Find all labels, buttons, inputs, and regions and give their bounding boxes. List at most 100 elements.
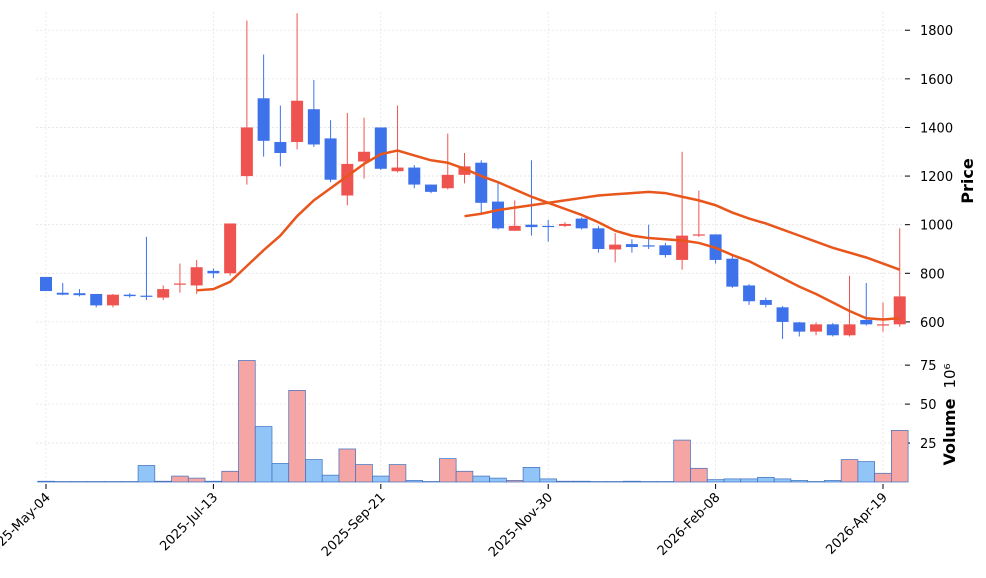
candle-body [291, 100, 304, 143]
volume-bar [874, 472, 892, 483]
candle-body [475, 162, 488, 203]
volume-bar [187, 477, 206, 483]
candle-body [341, 163, 354, 196]
candle-body [759, 300, 772, 305]
volume-bar [790, 480, 809, 483]
volume-bar [305, 459, 323, 483]
candle-body [810, 324, 823, 332]
x-tick-label: 2026-Apr-19 [823, 490, 890, 557]
volume-bar [506, 480, 524, 483]
candle-body [743, 285, 756, 302]
candle-body [190, 267, 203, 286]
y-tick-label: 25 [920, 437, 937, 452]
volume-bar [773, 478, 792, 483]
candle-body [157, 289, 170, 298]
candle-body [776, 307, 789, 322]
volume-bar [757, 476, 775, 483]
x-tick-label: 2025-Sep-21 [319, 490, 389, 560]
candle-body [257, 98, 270, 141]
candle-body [408, 167, 421, 185]
candle-body [860, 319, 873, 325]
volume-bar [171, 475, 189, 483]
volume-bar [372, 475, 390, 483]
candle-body [458, 166, 471, 175]
candle-body [391, 167, 404, 172]
candle-body [659, 245, 672, 256]
candle-body [508, 225, 521, 231]
candle-body [425, 184, 438, 192]
candle-body [240, 127, 253, 177]
volume-bar [472, 475, 490, 483]
y-tick-label: 600 [920, 316, 945, 331]
y-tick-label: 1000 [920, 219, 953, 234]
volume-bar [623, 480, 641, 483]
candle-body [90, 293, 103, 306]
candle-body [358, 151, 371, 162]
x-tick-label: 2025-Nov-30 [486, 490, 556, 560]
volume-bar [221, 470, 239, 483]
volume-bar [37, 480, 55, 483]
volume-bar [706, 479, 725, 483]
y-tick-label: 1400 [920, 121, 953, 136]
x-tick-label: 2025-Jul-13 [157, 490, 221, 554]
candle-body [274, 142, 287, 153]
candle-body [625, 244, 638, 248]
volume-bar [288, 390, 306, 483]
volume-exponent: 10⁶ [941, 363, 959, 388]
candle-body [558, 223, 571, 226]
candle-body [123, 294, 136, 297]
volume-bar [673, 439, 691, 483]
volume-bar [891, 430, 909, 483]
volume-bar [572, 480, 591, 483]
volume-bar [405, 480, 424, 483]
volume-bar [355, 464, 373, 483]
candle-body [224, 223, 237, 274]
candle-body [542, 225, 555, 228]
candle-body [877, 324, 889, 326]
x-tick-label: 2025-May-04 [0, 490, 54, 561]
y-tick-label: 75 [920, 359, 937, 374]
candle-body [575, 218, 588, 229]
candle-body [893, 296, 906, 325]
candle-body [40, 276, 52, 292]
moving-average-line [464, 190, 901, 271]
y-tick-label: 50 [920, 398, 937, 413]
candle-body [207, 270, 220, 274]
volume-bar [154, 480, 172, 483]
volume-bar [238, 360, 256, 483]
candle-body [56, 292, 69, 295]
volume-bar [489, 477, 507, 483]
volume-bar [840, 459, 859, 483]
candle-body [324, 138, 337, 180]
volume-bar [321, 474, 340, 483]
volume-bar [204, 480, 223, 483]
candle-body [140, 295, 153, 297]
candle-body [374, 127, 387, 169]
candle-body [692, 234, 705, 236]
candle-body [793, 322, 806, 332]
volume-bar [338, 448, 357, 483]
candle-body [726, 258, 739, 287]
volume-bar [539, 478, 557, 483]
candle-body [826, 324, 839, 336]
volume-bar [439, 458, 457, 483]
candle-body [491, 201, 504, 229]
x-tick-label: 2026-Feb-08 [655, 490, 724, 559]
volume-bar [254, 426, 273, 483]
volume-bar [388, 464, 407, 483]
price-axis-label: Price [958, 158, 977, 204]
volume-bar [137, 465, 156, 483]
candle-body [592, 228, 605, 249]
candle-body [73, 293, 86, 296]
candle-body [609, 244, 622, 250]
y-tick-label: 1800 [920, 24, 953, 39]
candle-body [642, 245, 655, 247]
y-tick-label: 1600 [920, 73, 953, 88]
volume-bar [556, 480, 574, 483]
volume-bar [723, 478, 742, 483]
volume-axis-label: Volume [940, 398, 959, 465]
volume-bar [455, 470, 474, 483]
candle-body [106, 294, 119, 306]
